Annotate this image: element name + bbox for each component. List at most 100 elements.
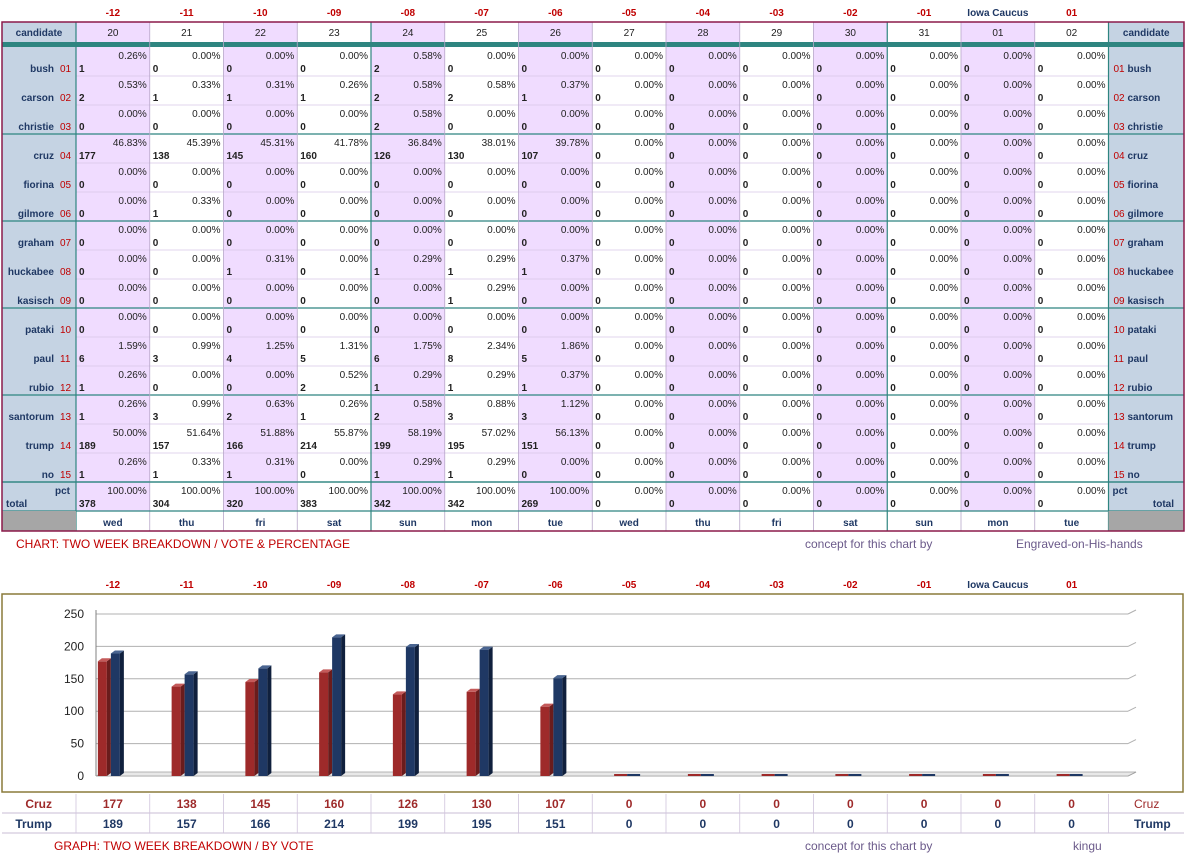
vote-cell: 0 bbox=[300, 325, 306, 336]
vote-cell: 1 bbox=[448, 470, 454, 481]
pct-cell: 0.00% bbox=[1003, 341, 1031, 352]
day-number: 28 bbox=[697, 28, 709, 39]
pct-cell: 0.00% bbox=[266, 196, 294, 207]
totals-label-right: total bbox=[1153, 499, 1174, 510]
total-vote-cell: 0 bbox=[669, 499, 675, 510]
vote-cell: 0 bbox=[743, 325, 749, 336]
vote-cell: 177 bbox=[79, 151, 96, 162]
pct-cell: 0.00% bbox=[413, 225, 441, 236]
vote-value: 0 bbox=[995, 817, 1002, 831]
day-number: 25 bbox=[476, 28, 488, 39]
pct-cell: 0.00% bbox=[930, 399, 958, 410]
vote-cell: 0 bbox=[669, 64, 675, 75]
pct-cell: 0.00% bbox=[266, 370, 294, 381]
candidate-number-right: 08 bbox=[1114, 267, 1126, 278]
vote-value: 0 bbox=[1068, 797, 1075, 811]
vote-cell: 0 bbox=[817, 470, 823, 481]
candidate-number-left: 06 bbox=[60, 209, 72, 220]
pct-cell: 0.00% bbox=[1003, 51, 1031, 62]
vote-value: 0 bbox=[1068, 817, 1075, 831]
chart-category-label: -08 bbox=[401, 580, 416, 591]
vote-cell: 0 bbox=[1038, 470, 1044, 481]
vote-cell: 0 bbox=[743, 209, 749, 220]
pct-cell: 45.39% bbox=[187, 138, 221, 149]
cruz-bar bbox=[392, 691, 406, 776]
cruz-bar bbox=[171, 683, 185, 776]
vote-cell: 0 bbox=[448, 238, 454, 249]
cruz-bar bbox=[687, 774, 701, 776]
pct-cell: 0.00% bbox=[782, 457, 810, 468]
vote-cell: 0 bbox=[227, 325, 233, 336]
vote-cell: 0 bbox=[817, 180, 823, 191]
totals-label-left: total bbox=[6, 499, 27, 510]
pct-cell: 0.00% bbox=[708, 138, 736, 149]
pct-cell: 0.00% bbox=[708, 196, 736, 207]
pct-cell: 0.00% bbox=[192, 254, 220, 265]
total-vote-cell: 304 bbox=[153, 499, 170, 510]
vote-cell: 0 bbox=[522, 296, 528, 307]
total-vote-cell: 378 bbox=[79, 499, 96, 510]
pct-cell: 0.00% bbox=[635, 196, 663, 207]
vote-cell: 1 bbox=[448, 383, 454, 394]
cruz-bar bbox=[909, 774, 923, 776]
total-pct-cell: 0.00% bbox=[930, 486, 958, 497]
pct-cell: 0.00% bbox=[561, 167, 589, 178]
vote-cell: 8 bbox=[448, 354, 454, 365]
pct-cell: 0.00% bbox=[708, 457, 736, 468]
pct-cell: 0.00% bbox=[856, 51, 884, 62]
total-pct-cell: 100.00% bbox=[550, 486, 590, 497]
vote-cell: 0 bbox=[817, 441, 823, 452]
captions: CHART: TWO WEEK BREAKDOWN / VOTE & PERCE… bbox=[16, 537, 1143, 853]
vote-cell: 0 bbox=[522, 64, 528, 75]
vote-cell: 1 bbox=[153, 93, 159, 104]
pct-cell: 0.00% bbox=[487, 167, 515, 178]
pct-cell: 0.00% bbox=[708, 109, 736, 120]
offset-label: -10 bbox=[253, 8, 268, 19]
candidate-name-right: paul bbox=[1128, 354, 1149, 365]
vote-cell: 0 bbox=[890, 209, 896, 220]
vote-cell: 0 bbox=[595, 412, 601, 423]
pct-cell: 1.12% bbox=[561, 399, 589, 410]
pct-cell: 0.00% bbox=[708, 399, 736, 410]
vote-cell: 0 bbox=[890, 296, 896, 307]
cruz-bar bbox=[319, 669, 333, 776]
pct-cell: 0.00% bbox=[1003, 138, 1031, 149]
pct-cell: 56.13% bbox=[555, 428, 589, 439]
day-number: 02 bbox=[1066, 28, 1078, 39]
chart-category-label: 01 bbox=[1066, 580, 1078, 591]
vote-cell: 0 bbox=[890, 383, 896, 394]
vote-cell: 0 bbox=[964, 180, 970, 191]
vote-value: 138 bbox=[177, 797, 197, 811]
trump-bar bbox=[184, 671, 198, 776]
vote-cell: 0 bbox=[522, 470, 528, 481]
pct-cell: 0.00% bbox=[856, 167, 884, 178]
vote-cell: 0 bbox=[890, 412, 896, 423]
candidate-name-right: no bbox=[1128, 470, 1140, 481]
pct-cell: 0.00% bbox=[635, 80, 663, 91]
vote-value: 199 bbox=[398, 817, 418, 831]
candidate-name-left: huckabee bbox=[8, 267, 55, 278]
pct-cell: 0.00% bbox=[708, 167, 736, 178]
pct-cell: 0.26% bbox=[118, 370, 146, 381]
pct-cell: 0.00% bbox=[340, 457, 368, 468]
trump-bar bbox=[627, 774, 641, 776]
vote-cell: 0 bbox=[743, 383, 749, 394]
total-pct-cell: 0.00% bbox=[635, 486, 663, 497]
vote-cell: 1 bbox=[374, 383, 380, 394]
vote-cell: 0 bbox=[448, 122, 454, 133]
day-number: 21 bbox=[181, 28, 193, 39]
pct-cell: 0.00% bbox=[635, 283, 663, 294]
pct-cell: 1.75% bbox=[413, 341, 441, 352]
vote-value: 151 bbox=[545, 817, 565, 831]
chart-category-label: -09 bbox=[327, 580, 342, 591]
pct-cell: 0.00% bbox=[1003, 457, 1031, 468]
candidate-number-right: 10 bbox=[1114, 325, 1126, 336]
vote-cell: 0 bbox=[79, 267, 85, 278]
pct-cell: 0.99% bbox=[192, 341, 220, 352]
day-column-bg bbox=[813, 22, 888, 511]
pct-cell: 0.00% bbox=[1003, 428, 1031, 439]
vote-cell: 0 bbox=[669, 412, 675, 423]
total-vote-cell: 0 bbox=[743, 499, 749, 510]
pct-cell: 0.00% bbox=[635, 138, 663, 149]
pct-cell: 0.00% bbox=[561, 457, 589, 468]
